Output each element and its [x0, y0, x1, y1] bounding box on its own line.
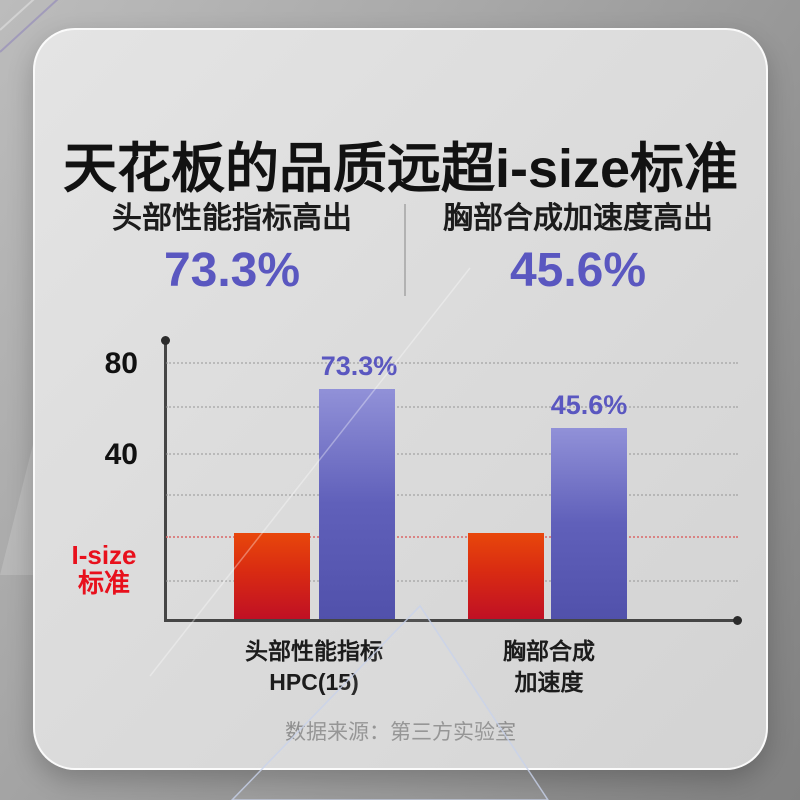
i-size-standard-line1: I-size	[71, 540, 137, 570]
i-size-standard-label: I-size 标准	[48, 541, 160, 597]
bar-standard	[468, 533, 544, 619]
plot-area: 73.3% 45.6%	[161, 336, 742, 625]
x-category-label: 胸部合成 加速度	[503, 636, 595, 698]
stat-label: 胸部合成加速度高出	[443, 202, 713, 235]
gridline	[166, 579, 738, 582]
x-axis-line	[164, 619, 738, 622]
y-tick-label: 40	[104, 438, 138, 472]
gridline	[166, 493, 738, 496]
data-source-note: 数据来源：第三方实验室	[285, 721, 516, 744]
gridline	[166, 361, 738, 364]
bar-standard	[234, 533, 310, 619]
y-axis-end-dot	[161, 336, 170, 345]
x-category-line: HPC(15)	[269, 669, 359, 695]
x-category-line: 加速度	[514, 669, 584, 695]
bar-value-label: 73.3%	[320, 350, 398, 381]
stat-value: 73.3%	[163, 244, 301, 297]
stat-chest-acceleration: 胸部合成加速度高出 45.6%	[406, 200, 750, 300]
gridline	[166, 405, 738, 408]
gridline	[166, 453, 738, 456]
page-title: 天花板的品质远超i-size标准	[62, 139, 739, 199]
y-tick-label: 80	[104, 346, 138, 380]
bar-value-label: 45.6%	[550, 390, 628, 421]
y-axis-ticks: 80 40	[52, 340, 138, 622]
x-category-line: 头部性能指标	[245, 638, 383, 664]
i-size-standard-line2: 标准	[77, 568, 130, 598]
y-axis-line	[164, 340, 167, 622]
stats-row: 头部性能指标高出 73.3% 胸部合成加速度高出 45.6%	[60, 200, 750, 300]
bar-product	[551, 428, 627, 619]
x-category-line: 胸部合成	[503, 638, 595, 664]
stat-value: 45.6%	[509, 244, 647, 297]
stat-label: 头部性能指标高出	[112, 202, 352, 235]
x-axis-labels: 头部性能指标 HPC(15) 胸部合成加速度	[164, 636, 738, 706]
x-axis-end-dot	[733, 616, 742, 625]
corner-diagonal-line-2	[0, 0, 35, 31]
x-category-label: 头部性能指标 HPC(15)	[245, 636, 383, 698]
standard-gridline	[166, 535, 738, 538]
stat-head-performance: 头部性能指标高出 73.3%	[60, 200, 404, 300]
stats-divider	[404, 204, 406, 296]
bar-product	[319, 388, 395, 619]
